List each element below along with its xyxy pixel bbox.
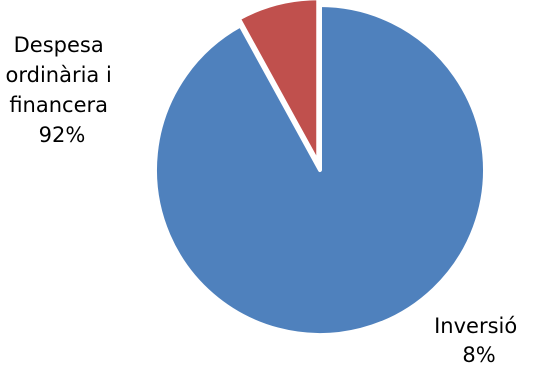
slice-label-despesa-line-1: Despesa bbox=[14, 33, 104, 57]
pie-slices bbox=[153, 0, 487, 337]
slice-label-despesa-line-3: financera bbox=[9, 93, 108, 117]
slice-label-despesa-line-2: ordinària i bbox=[6, 63, 112, 87]
pie-slice-despesa bbox=[153, 3, 487, 337]
slice-value-despesa: 92% bbox=[39, 123, 86, 147]
slice-value-inversio: 8% bbox=[462, 343, 495, 365]
slice-label-inversio-name: Inversió bbox=[434, 314, 517, 338]
slice-label-inversio: Inversió 8% bbox=[434, 314, 524, 365]
pie-slice-inversio bbox=[236, 0, 321, 166]
slice-label-despesa: Despesa ordinària i financera 92% bbox=[6, 33, 119, 147]
